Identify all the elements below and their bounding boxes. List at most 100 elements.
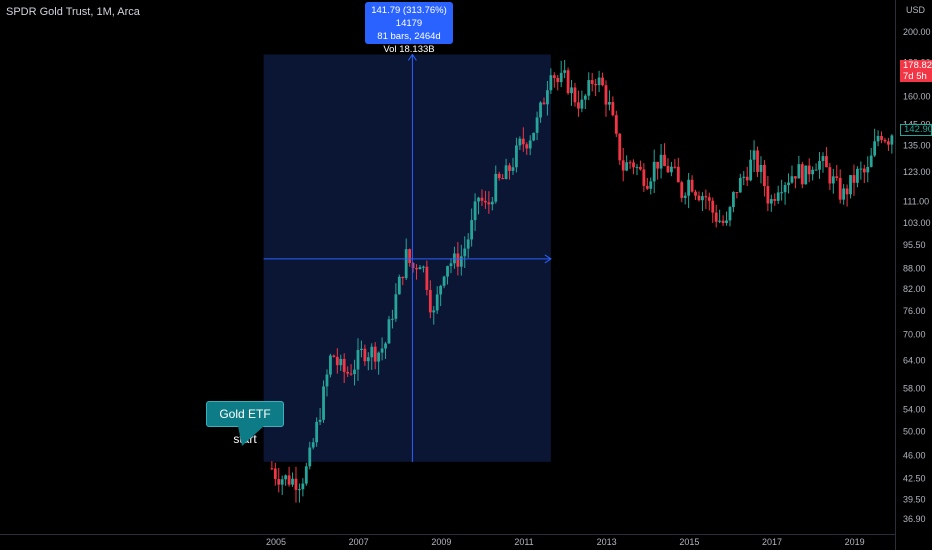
candle-body [687,179,691,196]
y-tick-label: 54.00 [903,404,926,414]
candle-body [769,199,773,204]
candle-body [697,195,701,201]
candle-body [532,132,536,141]
candle-body [852,175,856,183]
candle-body [580,99,584,109]
candle-body [525,144,529,149]
candle-body [835,176,839,178]
candle-body [497,173,501,179]
candle-body [418,267,422,270]
candle-body [611,102,615,116]
candle-body [763,165,766,187]
candle-body [780,192,784,194]
candle-body [546,90,549,105]
crosshair-right-arrow [544,254,552,264]
candle-body [728,207,732,221]
candle-body [814,169,818,171]
candle-body [694,191,697,196]
candle-body [742,176,746,178]
candle-body [859,168,863,170]
candle-body [652,161,656,182]
candle-body [391,318,394,320]
candle-body [756,150,759,172]
measure-volume: Vol 18.133B [383,44,435,55]
last-price-badge: 178.82 7d 5h [900,60,932,82]
candle-body [776,192,780,201]
candle-body [732,192,735,208]
candle-body [831,176,835,184]
y-tick-label: 64.00 [903,355,926,365]
candle-body [614,115,618,134]
candle-body [490,201,494,205]
candle-body [515,145,518,168]
candle-body [394,294,398,319]
candle-body [470,220,474,240]
candle-body [862,168,866,173]
candle-body [642,169,646,186]
x-tick-label: 2019 [845,537,865,547]
candle-body [549,75,553,91]
x-tick-label: 2011 [514,537,533,547]
candle-body [528,140,532,149]
x-tick-label: 2009 [431,537,451,547]
y-tick-label: 70.00 [903,330,926,340]
candle-body [828,167,832,184]
candle-body [294,478,298,490]
x-tick-label: 2007 [349,537,369,547]
candle-body [690,179,694,192]
candle-body [721,220,725,224]
candle-body [563,70,567,73]
candle-body [804,165,808,185]
y-tick-label: 50.00 [903,426,926,436]
candle-body [800,164,804,185]
measure-bars: 81 bars, 2464d [377,31,441,42]
candle-body [339,358,343,366]
candle-body [845,188,849,195]
candle-body [787,182,790,186]
candle-body [439,285,443,295]
candle-body [559,72,563,83]
candle-body [649,181,653,189]
candle-body [856,168,859,183]
candle-body [401,276,405,279]
candle-body [601,77,604,86]
candle-body [869,155,873,167]
gold-etf-start-callout[interactable]: Gold ETF start [206,401,284,446]
candle-body [442,276,446,286]
x-tick-label: 2005 [266,537,286,547]
currency-label: USD [906,5,926,15]
candle-body [329,355,332,375]
candle-body [608,102,611,105]
candle-body [487,202,491,205]
candle-body [511,167,515,171]
candle-body [866,166,870,173]
candle-body [766,186,770,204]
candle-body [408,249,412,263]
candle-body [656,161,660,169]
candle-body [773,199,777,201]
candle-body [542,102,546,105]
candle-body [711,200,715,213]
crosshair-up-arrow [407,53,417,61]
candle-body [590,80,594,84]
candle-body [415,267,418,270]
candle-body [625,162,629,171]
y-tick-label: 135.00 [903,140,931,150]
candle-body [738,177,742,193]
callout-pointer [238,426,264,446]
candle-body [425,266,429,290]
y-tick-label: 36.90 [903,514,926,524]
y-tick-label: 39.50 [903,494,926,504]
y-tick-label: 103.00 [903,218,931,228]
candle-body [435,294,439,311]
candle-body [552,75,556,78]
candle-body [504,165,508,180]
candle-body [783,185,787,193]
candle-body [291,478,294,485]
candle-body [473,201,477,221]
candle-body [335,356,339,366]
candle-body [849,175,852,195]
y-tick-label: 111.00 [903,197,929,207]
